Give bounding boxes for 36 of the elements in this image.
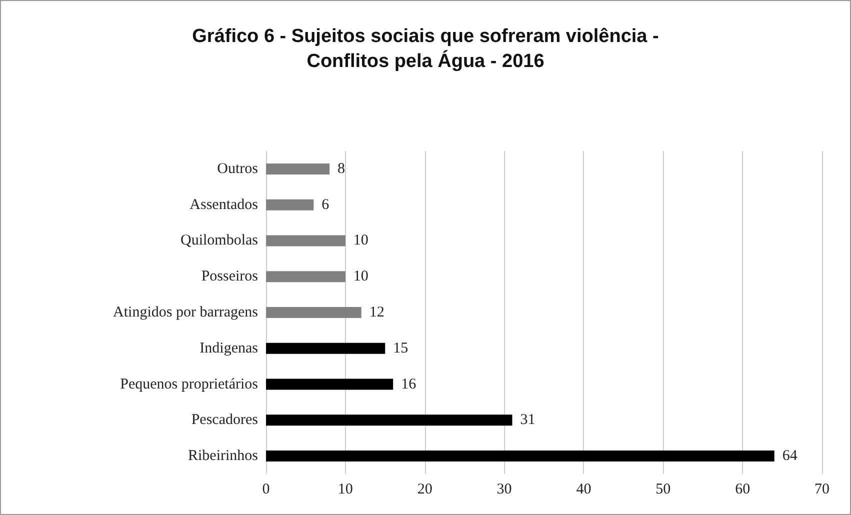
bar [266, 378, 394, 390]
y-tick-label: Assentados [190, 196, 258, 213]
data-label: 31 [520, 412, 536, 428]
y-tick-label: Atingidos por barragens [113, 304, 258, 320]
x-tick-label: 50 [656, 482, 671, 498]
bar [266, 271, 346, 282]
x-tick-label: 60 [735, 482, 750, 498]
y-tick-label: Outros [217, 160, 258, 177]
data-label: 6 [322, 196, 330, 213]
bar [266, 342, 386, 354]
x-tick-label: 0 [262, 482, 270, 498]
x-tick-label: 10 [338, 482, 353, 498]
bar [266, 163, 330, 174]
y-tick-label: Indigenas [200, 340, 258, 356]
x-tick-label: 30 [496, 482, 512, 498]
bar [266, 414, 512, 426]
y-tick-label: Posseiros [201, 268, 258, 285]
data-label: 8 [338, 160, 346, 177]
bar [266, 235, 346, 246]
y-tick-label: Quilombolas [180, 232, 258, 249]
x-tick-label: 20 [417, 482, 432, 498]
y-tick-label: Pequenos proprietários [120, 376, 258, 392]
y-tick-label: Pescadores [191, 412, 258, 428]
data-label: 16 [401, 376, 417, 392]
data-label: 64 [782, 448, 798, 464]
data-label: 12 [369, 304, 384, 320]
bar [266, 307, 362, 318]
y-tick-label: Ribeirinhos [188, 448, 258, 464]
bar [266, 199, 314, 210]
chart-title: Gráfico 6 - Sujeitos sociais que sofreram violência - Conflitos pela Água - 2016 [192, 26, 659, 72]
data-label: 10 [353, 232, 368, 249]
x-tick-label: 70 [814, 482, 830, 498]
bar [266, 450, 774, 462]
data-label: 15 [393, 340, 408, 356]
x-tick-label: 40 [576, 482, 592, 498]
data-label: 10 [353, 268, 368, 285]
